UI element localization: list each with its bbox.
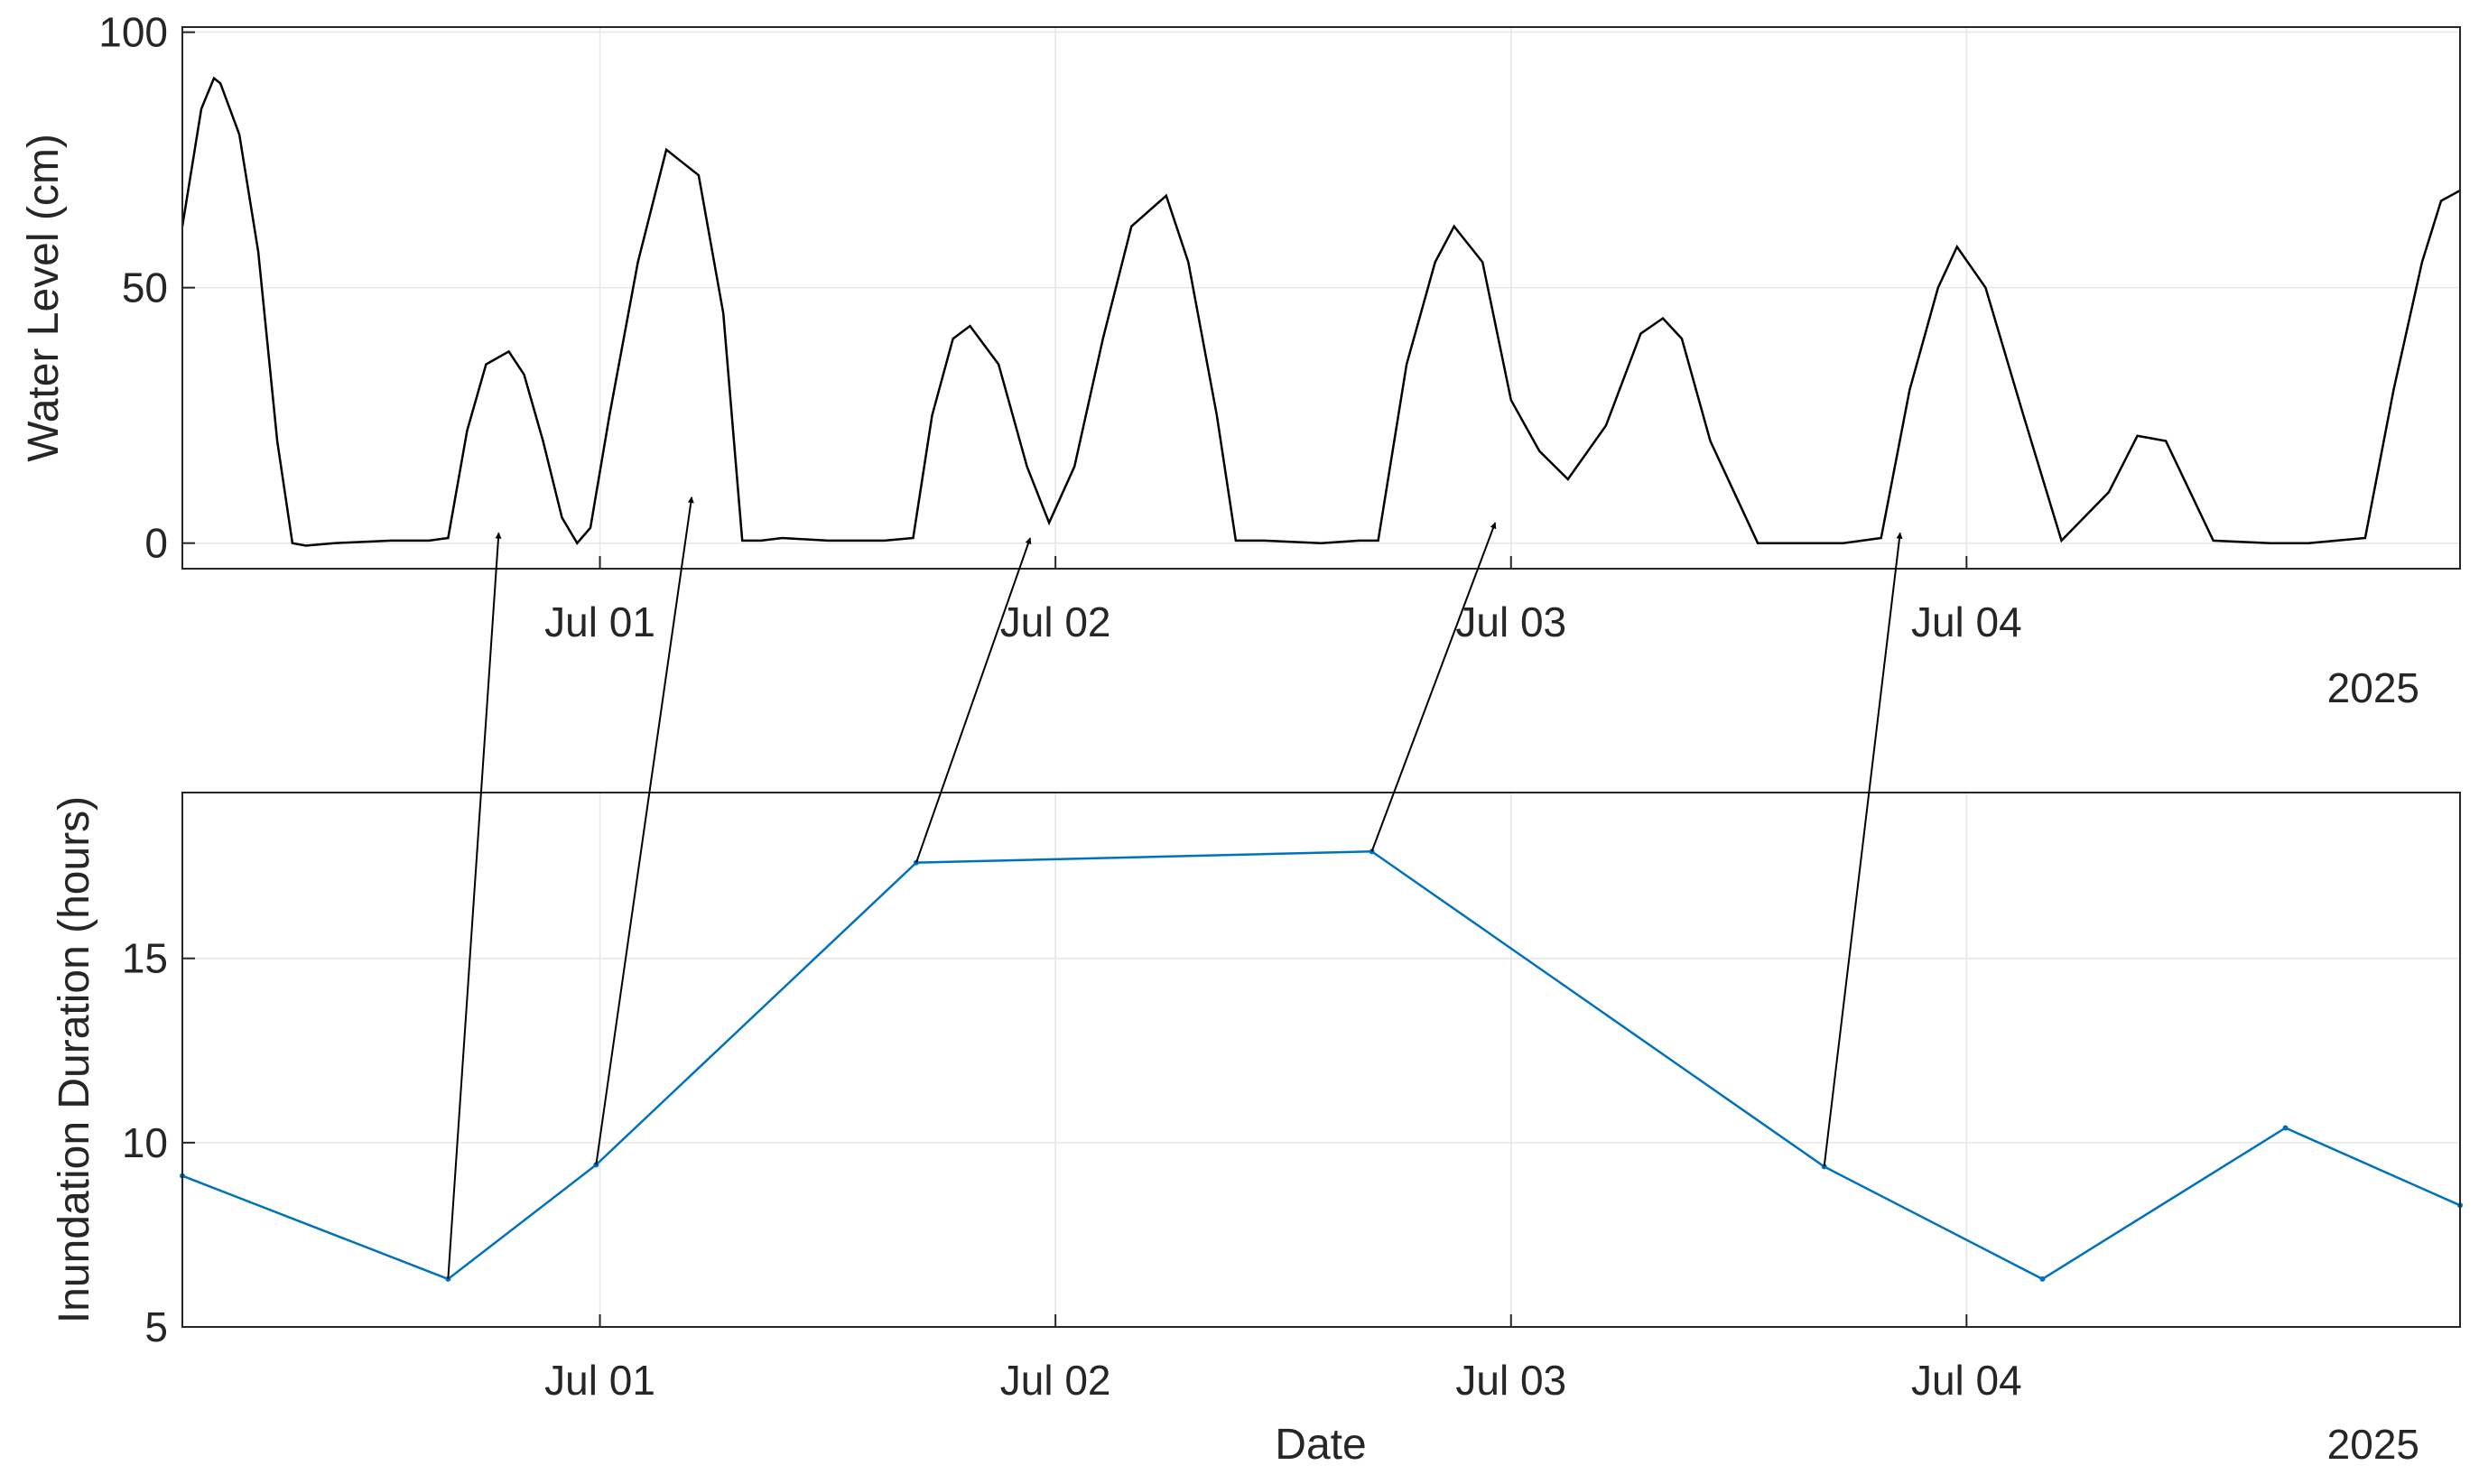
water-level-x-tick-label: Jul 03 — [1455, 598, 1566, 645]
inundation-plot-area — [182, 793, 2460, 1327]
water-level-y-tick-label: 50 — [122, 264, 168, 311]
water-level-series-line — [182, 76, 2460, 547]
water-level-x-tick-label: Jul 01 — [544, 598, 655, 645]
inundation-point — [2039, 1275, 2046, 1282]
water-level-plot-area — [182, 27, 2460, 569]
annotation-arrow — [1823, 532, 1903, 1167]
annotation-arrow — [595, 496, 694, 1165]
annotation-arrow — [1370, 522, 1497, 852]
inundation-year-label: 2025 — [2327, 1421, 2419, 1468]
inundation-x-tick-label: Jul 01 — [544, 1357, 655, 1404]
annotation-arrows — [447, 496, 1903, 1279]
inundation-y-tick-label: 5 — [144, 1303, 168, 1350]
annotation-arrow — [447, 532, 502, 1279]
annotation-arrow — [915, 537, 1032, 863]
water-level-panel: Jul 01 Jul 02 Jul 03 Jul 04 0 50 100 Water Lev… — [20, 9, 2461, 711]
water-level-y-tick-label: 0 — [144, 520, 168, 567]
inundation-point — [2282, 1125, 2289, 1131]
water-level-x-tick-label: Jul 02 — [1000, 598, 1111, 645]
water-level-year-label: 2025 — [2327, 664, 2419, 711]
water-level-axes-box — [181, 26, 2461, 570]
inundation-x-axis-label: Date — [1275, 1421, 1366, 1469]
inundation-x-tick-label: Jul 03 — [1455, 1357, 1566, 1404]
inundation-ticks: Jul 01 Jul 02 Jul 03 Jul 04 5 10 15 — [122, 935, 2022, 1404]
inundation-y-tick-label: 10 — [122, 1119, 168, 1166]
water-level-ticks: Jul 01 Jul 02 Jul 03 Jul 04 0 50 100 — [98, 9, 2021, 645]
inundation-axes-box — [181, 792, 2461, 1328]
inundation-x-tick-label: Jul 04 — [1911, 1357, 2022, 1404]
inundation-y-axis-label: Inundation Duration (hours) — [51, 796, 98, 1323]
water-level-y-axis-label: Water Level (cm) — [20, 134, 68, 462]
water-level-x-tick-label: Jul 04 — [1911, 598, 2022, 645]
inundation-panel: Jul 01 Jul 02 Jul 03 Jul 04 5 10 15 Inundation… — [51, 792, 2463, 1469]
inundation-y-tick-label: 15 — [122, 935, 168, 982]
inundation-x-tick-label: Jul 02 — [1000, 1357, 1111, 1404]
water-level-y-tick-label: 100 — [98, 9, 168, 56]
